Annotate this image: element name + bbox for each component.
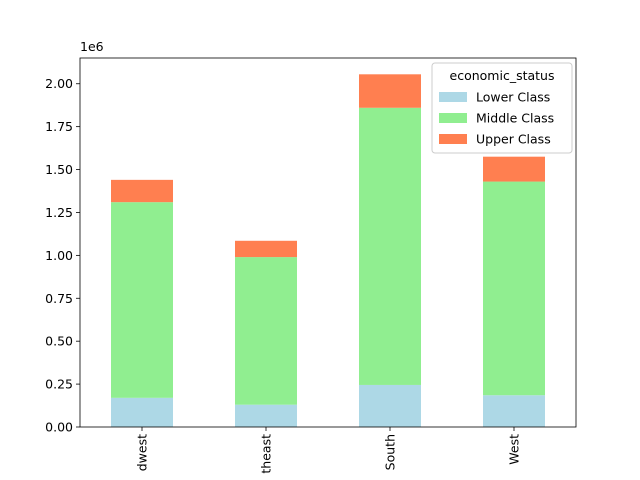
x-tick-label: South xyxy=(383,434,398,470)
bar-upper-class-3 xyxy=(359,74,421,108)
y-tick-label: 1.00 xyxy=(45,248,73,263)
bar-lower-class-4 xyxy=(483,395,545,427)
bar-upper-class-2 xyxy=(235,240,297,258)
bar-middle-class-4 xyxy=(483,181,545,396)
y-tick-label: 1.50 xyxy=(45,162,73,177)
y-tick-label: 1.25 xyxy=(45,205,73,220)
legend-swatch-lower-class xyxy=(439,92,467,102)
legend-swatch-upper-class xyxy=(439,134,467,144)
y-tick-label: 0.75 xyxy=(45,291,73,306)
legend-box xyxy=(431,62,573,154)
legend-swatch-middle-class xyxy=(439,113,467,123)
bar-lower-class-3 xyxy=(359,384,421,427)
legend-label: Middle Class xyxy=(476,111,554,126)
bar-middle-class-1 xyxy=(111,202,173,398)
legend: economic_status Lower Class Middle Class Up… xyxy=(431,62,573,154)
legend-label: Lower Class xyxy=(476,90,550,105)
axes-frame xyxy=(79,57,577,428)
x-tick-label: theast xyxy=(259,434,274,474)
axes-group: 0.00 0.25 0.50 0.75 1.00 1.25 1.50 1.75 2.00 dwes… xyxy=(45,57,577,474)
y-tick-label: 0.25 xyxy=(45,377,73,392)
legend-label: Upper Class xyxy=(476,132,551,147)
bar-lower-class-1 xyxy=(111,397,173,427)
y-tick-label: 1.75 xyxy=(45,119,73,134)
x-tick-label: dwest xyxy=(135,434,150,471)
y-tick-label: 2.00 xyxy=(45,76,73,91)
bar-upper-class-1 xyxy=(111,179,173,203)
bar-lower-class-2 xyxy=(235,404,297,427)
bar-upper-class-4 xyxy=(483,156,545,182)
y-offset-label: 1e6 xyxy=(80,39,104,54)
legend-title: economic_status xyxy=(450,68,555,83)
bar-middle-class-2 xyxy=(235,257,297,405)
x-tick-label: West xyxy=(507,434,522,465)
y-tick-label: 0.50 xyxy=(45,334,73,349)
bar-middle-class-3 xyxy=(359,107,421,385)
y-tick-label: 0.00 xyxy=(45,420,73,435)
bars-group xyxy=(111,74,545,427)
